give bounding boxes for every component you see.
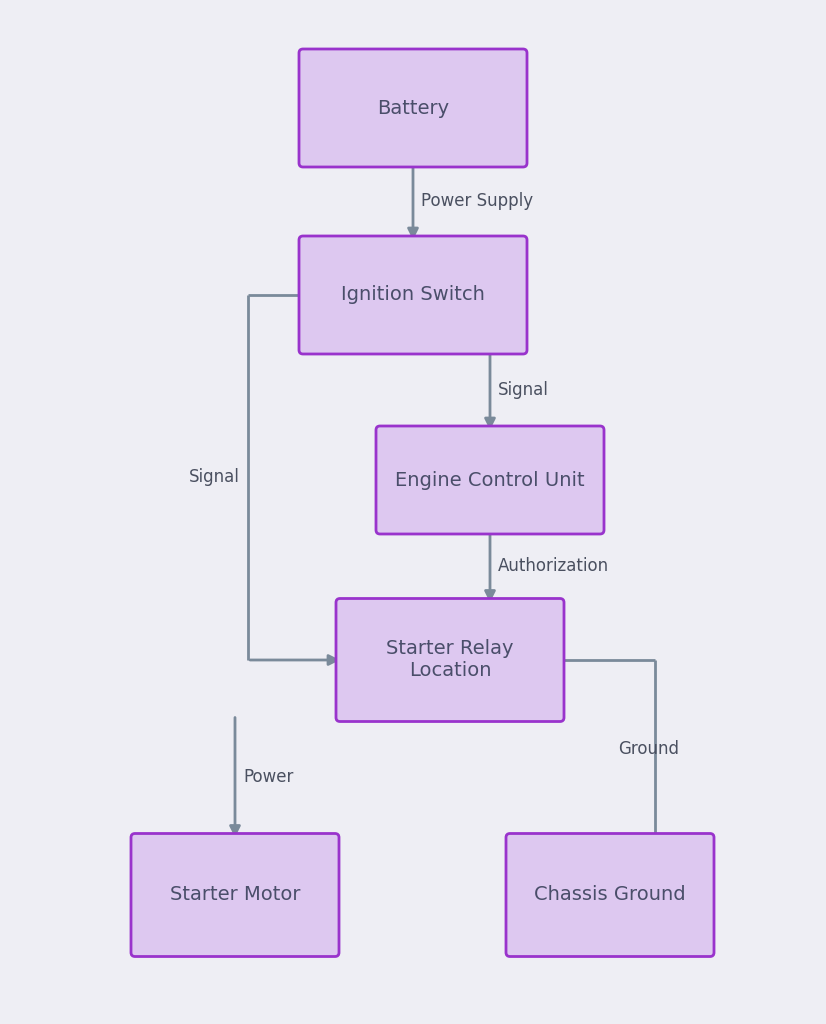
Text: Signal: Signal — [498, 381, 548, 399]
Text: Battery: Battery — [377, 98, 449, 118]
Text: Starter Relay
Location: Starter Relay Location — [387, 640, 514, 681]
FancyBboxPatch shape — [336, 598, 564, 722]
Text: Power: Power — [243, 768, 293, 786]
Text: Signal: Signal — [189, 469, 240, 486]
Text: Chassis Ground: Chassis Ground — [534, 886, 686, 904]
FancyBboxPatch shape — [376, 426, 604, 534]
Text: Power Supply: Power Supply — [421, 193, 533, 211]
Text: Engine Control Unit: Engine Control Unit — [395, 470, 585, 489]
Text: Starter Motor: Starter Motor — [170, 886, 300, 904]
FancyBboxPatch shape — [131, 834, 339, 956]
Text: Ground: Ground — [618, 739, 679, 758]
FancyBboxPatch shape — [299, 236, 527, 354]
FancyBboxPatch shape — [506, 834, 714, 956]
Text: Ignition Switch: Ignition Switch — [341, 286, 485, 304]
FancyBboxPatch shape — [299, 49, 527, 167]
Text: Authorization: Authorization — [498, 557, 609, 575]
